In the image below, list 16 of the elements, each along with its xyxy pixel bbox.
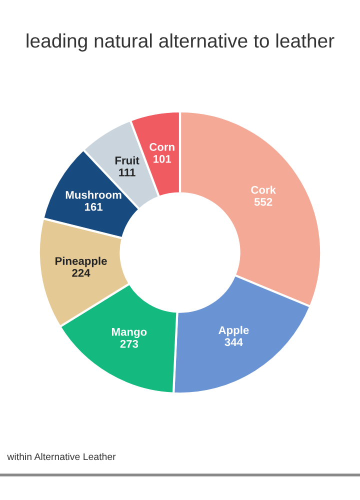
data-label: 161 [84,202,103,211]
chart-title: leading natural alternative to leather [26,33,334,52]
data-label: 101 [154,155,172,163]
slice-label: Mango [112,328,147,338]
slice-label: Pineapple [56,256,107,268]
text: within Alternative Leather [7,452,116,460]
data-label: 224 [72,269,90,277]
slice-label: Corn [150,143,174,151]
data-label: 111 [119,168,136,176]
data-label: 552 [254,198,272,206]
data-label: 273 [120,340,138,348]
slice-label: Mushroom [66,190,122,199]
slice-label: Fruit [115,156,140,164]
slice-label: Apple [218,326,249,336]
data-label: 344 [224,338,243,346]
slice-label: Cork [251,186,276,194]
